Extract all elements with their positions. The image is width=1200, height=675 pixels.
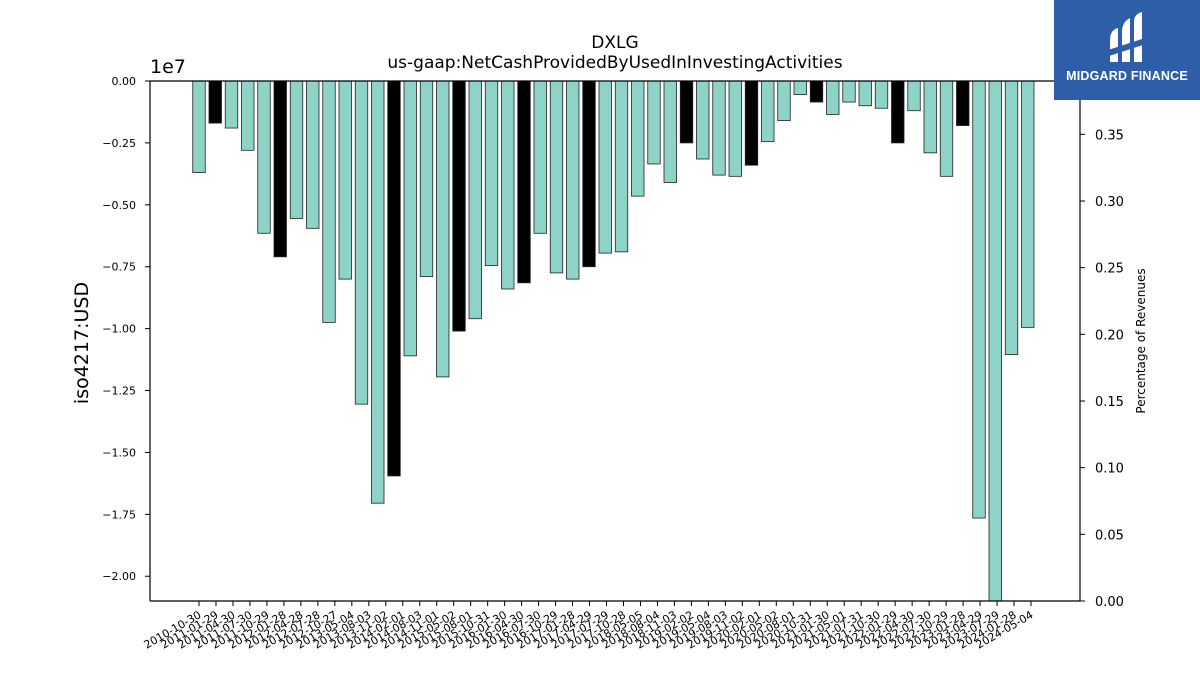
bar [956, 80, 970, 126]
chart-subtitle: us-gaap:NetCashProvidedByUsedInInvesting… [387, 53, 843, 73]
bar [972, 80, 986, 519]
bar [826, 80, 840, 115]
bar [907, 80, 921, 112]
bar [793, 80, 807, 96]
bar [842, 80, 856, 103]
bar [436, 80, 450, 378]
logo-text: MIDGARD FINANCE [1066, 69, 1188, 83]
y-tick-label: −1.50 [102, 446, 136, 459]
y-tick-label: −1.00 [102, 323, 136, 336]
right-y-tick-label: 0.35 [1095, 128, 1124, 143]
bar [419, 80, 434, 278]
bar [988, 80, 1002, 602]
bar [208, 80, 222, 124]
y-tick-label: −0.25 [102, 137, 136, 150]
bar [679, 80, 694, 144]
bar [501, 80, 515, 290]
y-tick-label: −1.25 [102, 385, 136, 398]
bar-series [192, 80, 1035, 602]
bar [468, 80, 482, 320]
right-y-tick-label: 0.15 [1095, 395, 1124, 410]
bar [533, 80, 547, 234]
y-tick-label: −0.75 [102, 261, 136, 274]
y-axis-exponent: 1e7 [150, 56, 186, 78]
bar [728, 80, 742, 177]
bar [273, 80, 287, 258]
y-axis-ticks: 0.00 −0.25 −0.50 −0.75 −1.00 −1.25 −1.50 −1.75 −… [102, 75, 150, 583]
bar [387, 80, 401, 477]
bar [614, 80, 629, 253]
bar [306, 80, 320, 229]
bar [744, 80, 759, 166]
bar [923, 80, 937, 154]
bar [403, 80, 417, 357]
logo-icon [1108, 12, 1146, 62]
bar [1021, 80, 1035, 328]
right-y-tick-label: 0.25 [1095, 262, 1124, 277]
bar [939, 80, 954, 177]
bar [712, 80, 726, 176]
bar [582, 80, 596, 268]
bar [1004, 80, 1019, 356]
right-y-tick-label: 0.30 [1095, 195, 1124, 210]
logo: MIDGARD FINANCE [1054, 0, 1200, 100]
right-y-tick-label: 0.05 [1095, 528, 1124, 543]
bar [549, 80, 564, 274]
bar [761, 80, 775, 143]
y-tick-label: 0.00 [112, 75, 137, 88]
right-y-tick-label: 0.20 [1095, 328, 1124, 343]
bar [858, 80, 872, 107]
bar [663, 80, 677, 183]
chart-title: DXLG [591, 33, 639, 53]
y-axis-label: iso4217:USD [71, 281, 93, 405]
bar [241, 80, 255, 151]
bar [322, 80, 336, 323]
y-tick-label: −1.75 [102, 508, 136, 521]
bar [354, 80, 369, 405]
bar [891, 80, 905, 144]
y-tick-label: −2.00 [102, 570, 136, 583]
x-axis-ticks: 2010-10-302011-01-292011-04-302011-07-30… [142, 601, 1036, 652]
bar [647, 80, 661, 165]
bar [289, 80, 304, 219]
bar [874, 80, 889, 109]
bar [598, 80, 612, 254]
bar [696, 80, 710, 160]
bar [517, 80, 531, 284]
y-tick-label: −0.50 [102, 199, 136, 212]
right-y-axis-ticks: 0.00 0.05 0.10 0.15 0.20 0.25 0.30 0.35 [1080, 128, 1124, 610]
bar [809, 80, 824, 103]
bar [257, 80, 271, 234]
bar [452, 80, 466, 332]
bar [566, 80, 580, 280]
bar [338, 80, 352, 280]
bar [224, 80, 239, 129]
right-y-tick-label: 0.00 [1095, 595, 1124, 610]
right-y-axis-label: Percentage of Revenues [1134, 268, 1148, 414]
right-y-tick-label: 0.10 [1095, 462, 1124, 477]
bar [192, 80, 206, 174]
bar [777, 80, 791, 122]
bar [371, 80, 385, 504]
bar [484, 80, 499, 266]
bar [631, 80, 645, 197]
